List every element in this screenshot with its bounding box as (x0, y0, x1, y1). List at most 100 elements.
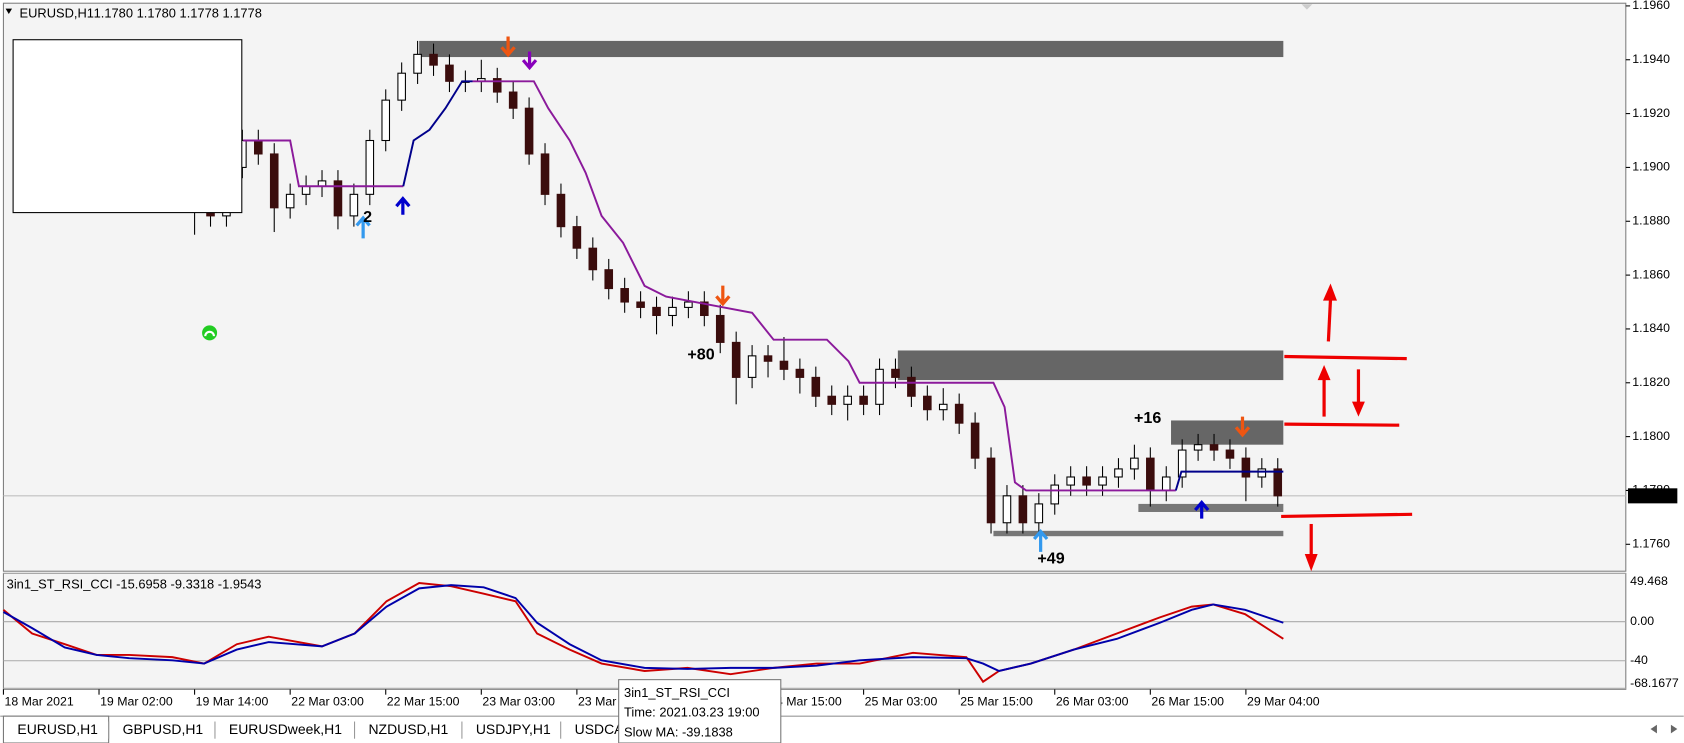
y-tick-label: 1.1800 (1632, 429, 1670, 443)
sub-plot (2, 572, 1627, 690)
candle-body (397, 72, 406, 101)
candle-body (1146, 457, 1155, 491)
candle-body (524, 107, 534, 155)
last-price-box (1627, 488, 1678, 504)
main-plot (2, 2, 1627, 572)
drawn-line (1281, 512, 1413, 519)
arrows (355, 36, 1251, 552)
candle-body (301, 185, 311, 195)
candle-body (795, 368, 805, 378)
zone (419, 40, 1284, 58)
scroll-left[interactable] (1650, 724, 1657, 734)
indicator-line (243, 139, 404, 188)
scroll-right[interactable] (1670, 724, 1678, 734)
zone (993, 530, 1284, 537)
tooltip-box (618, 679, 782, 743)
tab-scroll (1650, 724, 1678, 734)
candle-body (827, 395, 837, 405)
tab[interactable]: EURUSD,H1 (17, 721, 98, 737)
candle-body (970, 422, 980, 459)
x-tick-label: 19 Mar 14:00 (196, 694, 269, 708)
arrow-head (1323, 283, 1337, 301)
candle-body (333, 180, 343, 217)
tab[interactable]: NZDUSD,H1 (368, 721, 448, 737)
drawn-arrow (1326, 298, 1333, 342)
candle-body (700, 301, 709, 317)
arrow-head (1304, 554, 1318, 572)
zone (897, 350, 1284, 381)
x-tick-label: 24 Mar 15:00 (769, 694, 842, 708)
x-tick-label: 19 Mar 02:00 (100, 694, 173, 708)
x-tick-label: 26 Mar 03:00 (1056, 694, 1129, 708)
candle-body (588, 247, 598, 271)
candle-body (1161, 476, 1171, 491)
indicator-line (1174, 470, 1284, 491)
indicator-line (472, 80, 1176, 492)
x-tick-label: 26 Mar 15:00 (1151, 694, 1224, 708)
annotation: +16 (1134, 409, 1161, 427)
candle-body (779, 360, 789, 370)
arrow-down (521, 51, 538, 71)
candle-body (1034, 503, 1044, 524)
candle-body (731, 341, 741, 378)
candle-body (1273, 468, 1283, 497)
y-tick-label: 1.1920 (1632, 106, 1670, 120)
candle-body (1225, 449, 1235, 459)
tab[interactable]: GBPUSD,H1 (123, 721, 204, 737)
candle-body (636, 301, 645, 308)
tooltip: 3in1_ST_RSI_CCI Time: 2021.03.23 19:00 S… (618, 679, 782, 743)
candle-body (1177, 449, 1187, 478)
y-tick-label: 1.1940 (1632, 52, 1670, 66)
candle-body (1114, 468, 1123, 478)
zone (1138, 503, 1284, 512)
candle-body (1257, 468, 1267, 478)
x-tick-label: 22 Mar 03:00 (291, 694, 364, 708)
candle-body (1018, 495, 1028, 524)
zone (1171, 420, 1284, 445)
candle-body (492, 78, 502, 93)
y-tick-label: 1.1960 (1632, 0, 1670, 12)
candle-body (811, 376, 821, 397)
main-layer: 1.17601.17801.18001.18201.18401.18601.18… (2, 0, 1679, 708)
candle-body (269, 153, 279, 209)
candle-body (508, 91, 518, 109)
x-tick-label: 25 Mar 15:00 (960, 694, 1033, 708)
arrow-down (500, 36, 516, 58)
y-tick-label: 1.1900 (1632, 160, 1670, 174)
tab[interactable]: EURUSDweek,H1 (229, 721, 342, 737)
candle-body (1050, 484, 1060, 505)
panel-box (12, 39, 243, 214)
quote: 1.1780 1.1780 1.1778 1.1778 (94, 5, 262, 20)
arrow-up (1032, 529, 1049, 552)
annotation: +49 (1037, 550, 1064, 568)
candle-body (907, 376, 916, 397)
menu-triangle (5, 8, 13, 14)
y-tick-label: 1.1760 (1632, 537, 1670, 551)
tooltip-time: Time: 2021.03.23 19:00 (624, 704, 760, 719)
x-tick-label: 29 Mar 04:00 (1247, 694, 1320, 708)
candle-body (747, 355, 757, 378)
candle-body (954, 403, 964, 424)
symbol: EURUSD,H1 (20, 5, 94, 20)
tab[interactable]: USDJPY,H1 (476, 721, 551, 737)
candle-body (652, 306, 661, 317)
candle-body (349, 193, 359, 217)
candle-body (684, 301, 693, 308)
y-tick-label: 1.1820 (1632, 375, 1670, 389)
y-tick-label: 1.1880 (1632, 214, 1670, 228)
candle-body (604, 269, 614, 290)
candle-body (413, 53, 422, 74)
candle-body (668, 306, 677, 317)
tooltip-value: Slow MA: -39.1838 (624, 725, 733, 740)
x-tick-label: 25 Mar 03:00 (865, 694, 938, 708)
arrow-up (1194, 500, 1210, 519)
indicator-title: 3in1_ST_RSI_CCI -15.6958 -9.3318 -1.9543 (7, 577, 262, 592)
candle-body (891, 368, 900, 378)
sub-y-tick-label: 49.468 (1630, 574, 1668, 588)
drawings (1281, 283, 1413, 572)
candle-body (923, 395, 932, 411)
candle-body (381, 99, 391, 142)
x-tick-label: 23 Mar 03:00 (482, 694, 555, 708)
